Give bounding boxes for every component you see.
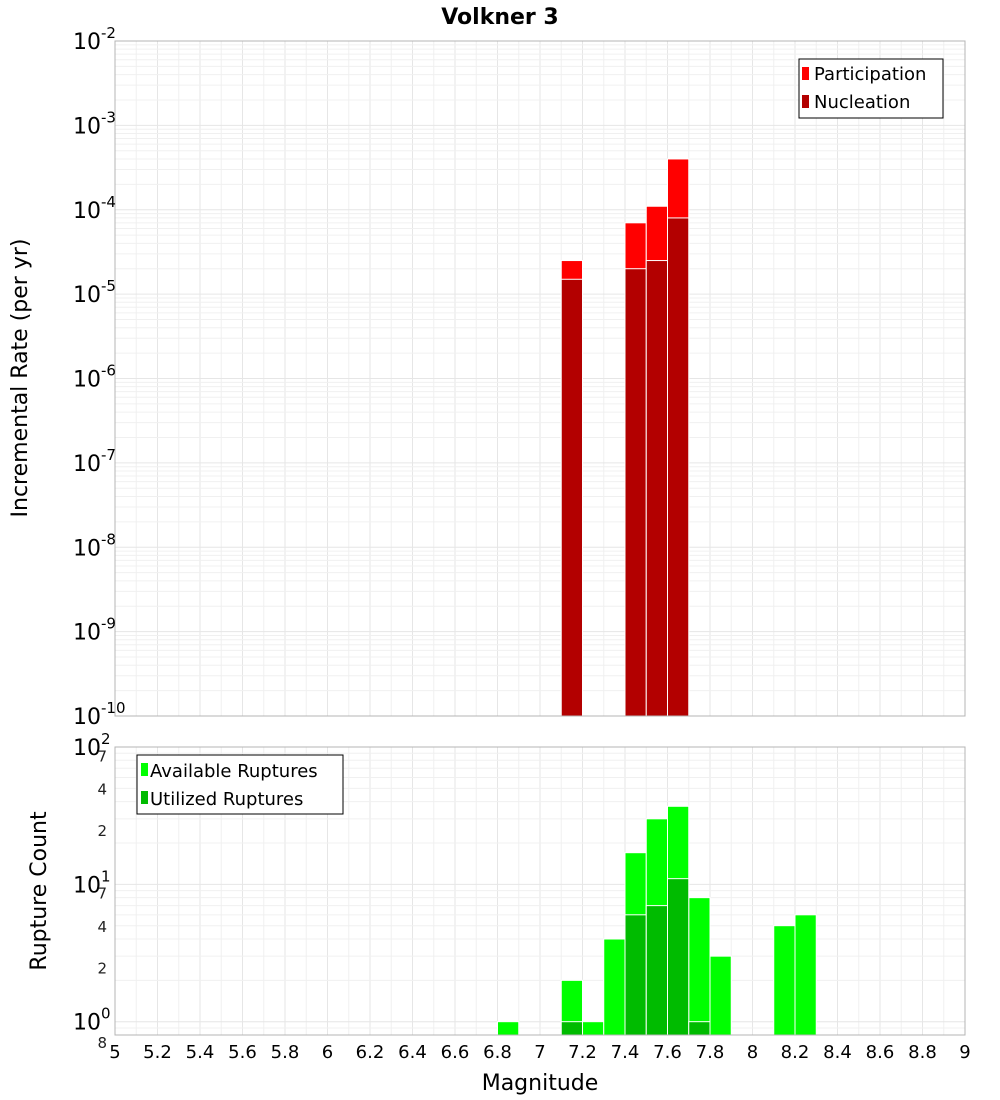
y-tick-label: 10-9 — [73, 615, 116, 646]
x-tick-labels: 5 5.2 5.4 5.6 5.8 6 6.2 6.4 6.6 6.8 7 7.2 7.4 7.6 7.8 8… — [109, 1042, 970, 1063]
bar-nucleation — [624, 268, 647, 717]
bar-available-ruptures — [497, 1021, 520, 1036]
legend-label-participation: Participation — [814, 64, 926, 85]
rate-panel: 10-2 10-3 10-4 10-5 10-6 10-7 10-8 10-9 10-10 In… — [8, 24, 966, 730]
count-y-tick-labels: 102 101 100 7 4 2 7 4 2 8 — [73, 730, 111, 1052]
bar-available-ruptures — [709, 955, 732, 1036]
x-tick-label: 6.8 — [483, 1042, 512, 1063]
y-tick-label: 10-5 — [73, 277, 116, 308]
x-tick-label: 5.4 — [186, 1042, 215, 1063]
x-tick-label: 5.2 — [143, 1042, 172, 1063]
x-tick-label: 7.8 — [696, 1042, 725, 1063]
x-tick-label: 6.2 — [356, 1042, 385, 1063]
y-tick-label: 10-4 — [73, 193, 116, 224]
y-minor-tick-label: 4 — [97, 918, 107, 936]
x-tick-label: 6.6 — [441, 1042, 470, 1063]
count-bars — [497, 805, 817, 1036]
y-tick-label: 10-7 — [73, 446, 116, 477]
legend-label-nucleation: Nucleation — [814, 92, 910, 113]
bar-available-ruptures — [773, 925, 796, 1036]
x-tick-label: 8.4 — [823, 1042, 852, 1063]
bar-utilized-ruptures — [645, 905, 668, 1036]
bar-available-ruptures — [794, 914, 817, 1036]
count-panel: 102 101 100 7 4 2 7 4 2 8 5 5.2 5.4 5.6 5.8 6 6.2 6.4 6.6… — [27, 730, 971, 1096]
x-tick-label: 6.4 — [398, 1042, 427, 1063]
count-y-axis-label: Rupture Count — [27, 811, 52, 971]
x-tick-label: 8.8 — [908, 1042, 937, 1063]
x-tick-label: 7.6 — [653, 1042, 682, 1063]
count-legend-box — [136, 754, 344, 815]
bar-available-ruptures — [582, 1021, 605, 1036]
y-tick-label: 10-2 — [73, 24, 116, 55]
rate-gridlines — [114, 41, 966, 717]
x-tick-label: 5.6 — [228, 1042, 257, 1063]
bar-nucleation — [667, 217, 690, 717]
bar-utilized-ruptures — [688, 1021, 711, 1036]
legend-swatch-participation — [802, 67, 809, 80]
x-tick-label: 5.8 — [271, 1042, 300, 1063]
x-tick-label: 7.4 — [611, 1042, 640, 1063]
legend-label-utilized-ruptures: Utilized Ruptures — [150, 789, 303, 810]
bar-utilized-ruptures — [624, 914, 647, 1036]
x-tick-label: 5 — [109, 1042, 120, 1063]
x-tick-label: 6 — [322, 1042, 333, 1063]
y-tick-label: 100 — [73, 1005, 111, 1036]
bar-available-ruptures — [688, 897, 711, 1036]
bar-available-ruptures — [603, 938, 626, 1036]
y-minor-tick-label: 2 — [97, 959, 107, 977]
legend-swatch-available-ruptures — [141, 763, 148, 776]
y-tick-label: 10-3 — [73, 108, 116, 139]
chart-title: Volkner 3 — [441, 5, 559, 30]
rate-legend-box — [798, 58, 944, 119]
y-minor-tick-label: 7 — [97, 885, 107, 903]
x-tick-label: 8.2 — [781, 1042, 810, 1063]
x-tick-label: 8.6 — [866, 1042, 895, 1063]
rate-bars — [560, 158, 690, 717]
bar-utilized-ruptures — [560, 1021, 583, 1036]
bar-nucleation — [645, 260, 668, 717]
x-tick-label: 8 — [747, 1042, 758, 1063]
rate-plot-frame — [114, 40, 966, 717]
y-tick-label: 10-6 — [73, 362, 116, 393]
y-tick-label: 102 — [73, 730, 111, 761]
y-minor-tick-label: 2 — [97, 822, 107, 840]
bar-utilized-ruptures — [667, 878, 690, 1036]
legend-swatch-nucleation — [802, 95, 809, 108]
y-minor-tick-label: 4 — [97, 781, 107, 799]
rate-y-tick-labels: 10-2 10-3 10-4 10-5 10-6 10-7 10-8 10-9 10-10 — [73, 24, 126, 730]
count-plot-frame — [114, 746, 966, 1036]
rate-legend: Participation Nucleation — [798, 58, 944, 119]
y-minor-tick-label: 8 — [97, 1034, 107, 1052]
legend-swatch-utilized-ruptures — [141, 791, 148, 804]
rate-y-axis-label: Incremental Rate (per yr) — [8, 239, 33, 518]
y-tick-label: 10-8 — [73, 530, 116, 561]
y-tick-label: 101 — [73, 867, 111, 898]
legend-label-available-ruptures: Available Ruptures — [150, 761, 318, 782]
y-tick-label: 10-10 — [73, 699, 126, 730]
x-tick-label: 7.2 — [568, 1042, 597, 1063]
x-axis-label: Magnitude — [482, 1071, 599, 1096]
x-tick-label: 9 — [959, 1042, 970, 1063]
bar-nucleation — [560, 278, 583, 717]
y-minor-tick-label: 7 — [97, 747, 107, 765]
count-legend: Available Ruptures Utilized Ruptures — [136, 754, 344, 815]
x-tick-label: 7 — [534, 1042, 545, 1063]
